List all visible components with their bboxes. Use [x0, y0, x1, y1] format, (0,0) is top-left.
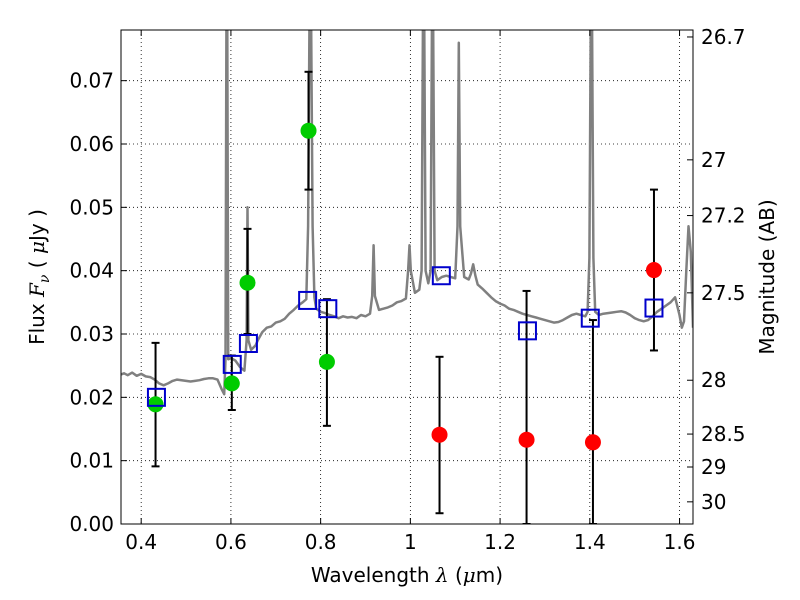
plot-area: [121, 30, 693, 524]
y2-tick-label: 27: [701, 148, 726, 172]
y-tick-label: 0.04: [69, 259, 114, 283]
data-point: [318, 353, 335, 370]
model-point: [222, 354, 242, 374]
data-point: [518, 431, 535, 448]
model-point: [431, 266, 451, 286]
model-point: [146, 387, 166, 407]
data-point: [584, 434, 601, 451]
data-point: [300, 122, 317, 139]
x-tick-label: 1.6: [664, 530, 696, 554]
y2-tick-label: 27.5: [701, 281, 746, 305]
x-tick-label: 0.4: [125, 530, 157, 554]
data-points: [146, 122, 664, 451]
y-tick-label: 0.07: [69, 69, 114, 93]
x-axis-label: Wavelength λ (μm): [311, 563, 503, 587]
y-axis-ticks: 0.00 0.01 0.02 0.03 0.04 0.05 0.06 0.07: [69, 69, 127, 536]
y-tick-label: 0.05: [69, 195, 114, 219]
data-point: [645, 262, 662, 279]
data-point: [431, 426, 448, 443]
x-tick-label: 1: [404, 530, 417, 554]
y2-tick-label: 28: [701, 368, 726, 392]
model-point: [644, 298, 664, 318]
y2-tick-label: 30: [701, 490, 726, 514]
data-point: [147, 396, 164, 413]
y2-tick-label: 27.2: [701, 204, 746, 228]
y-tick-label: 0.00: [69, 512, 114, 536]
model-point: [298, 290, 318, 310]
x-tick-label: 0.6: [215, 530, 247, 554]
model-point: [517, 321, 537, 341]
y-tick-label: 0.02: [69, 385, 114, 409]
x-tick-label: 1.4: [574, 530, 606, 554]
y2-tick-label: 29: [701, 455, 726, 479]
data-point: [223, 375, 240, 392]
data-point: [239, 274, 256, 291]
y2-tick-label: 28.5: [701, 422, 746, 446]
plot-frame: [120, 29, 694, 525]
y2-axis-label: Magnitude (AB): [755, 199, 779, 354]
model-point: [580, 308, 600, 328]
model-point: [238, 334, 258, 353]
y-tick-label: 0.06: [69, 132, 114, 156]
y2-tick-label: 26.7: [701, 25, 746, 49]
spectrum-line: [121, 30, 693, 396]
y-tick-label: 0.03: [69, 322, 114, 346]
y-axis-label: Flux Fν ( μJy ): [25, 209, 53, 345]
model-point: [318, 299, 338, 319]
model-spectrum: [121, 30, 693, 396]
y2-axis-ticks: 26.7 27 27.2 27.5 28 28.5 29 30: [687, 25, 746, 514]
y-tick-label: 0.01: [69, 449, 114, 473]
x-tick-label: 0.8: [305, 530, 337, 554]
x-tick-label: 1.2: [484, 530, 516, 554]
x-axis-ticks: 0.4 0.6 0.8 1 1.2 1.4 1.6: [125, 30, 695, 554]
